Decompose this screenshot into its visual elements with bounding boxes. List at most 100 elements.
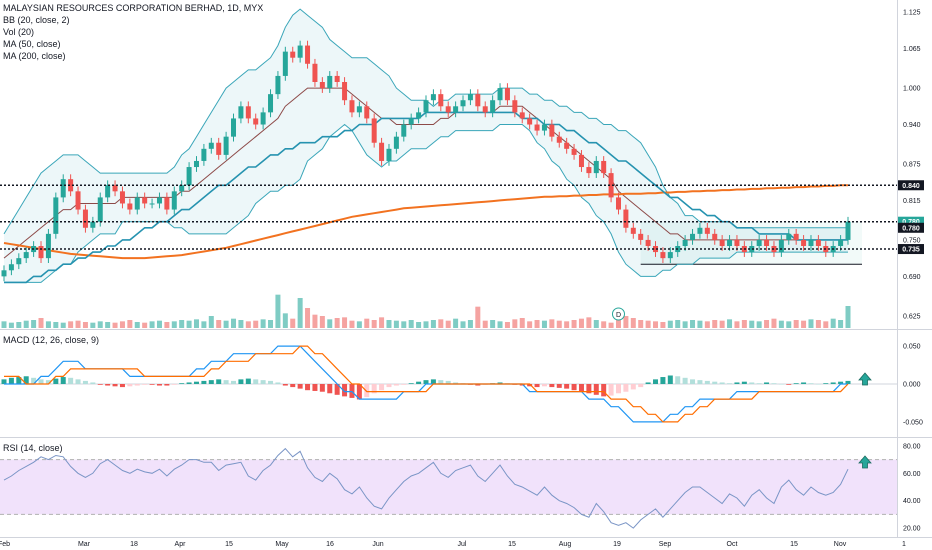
macd-histogram-bar	[105, 384, 111, 386]
macd-histogram-bar	[90, 382, 96, 384]
candle-body	[697, 227, 703, 234]
candle-body	[453, 106, 459, 113]
candle-body	[497, 88, 503, 101]
macd-histogram-bar	[667, 375, 673, 384]
candle-body	[216, 142, 222, 155]
candle-body	[16, 258, 22, 265]
macd-histogram-bar	[297, 384, 303, 389]
volume-bar	[801, 320, 807, 328]
volume-bar	[90, 322, 96, 328]
volume-bar	[60, 322, 66, 328]
volume-bar	[334, 318, 340, 328]
candle-body	[305, 45, 311, 64]
price-tick-label: 0.690	[903, 274, 921, 281]
candle-body	[801, 239, 807, 246]
volume-bar	[504, 322, 510, 328]
legend-ma200: MA (200, close)	[3, 51, 66, 61]
candle-body	[423, 100, 429, 113]
volume-bar	[512, 319, 518, 328]
candle-body	[186, 167, 192, 186]
candle-body	[238, 106, 244, 119]
time-tick-label: 1	[902, 541, 906, 548]
dividend-marker	[611, 307, 625, 321]
volume-bar	[393, 320, 399, 328]
candle-body	[364, 106, 370, 119]
candle-body	[682, 239, 688, 246]
macd-histogram-bar	[608, 384, 614, 396]
macd-histogram-bar	[645, 382, 651, 384]
volume-bar	[179, 320, 185, 328]
volume-bar	[527, 321, 533, 328]
macd-histogram-bar	[16, 377, 22, 384]
candle-body	[630, 227, 636, 234]
time-tick-label: 15	[790, 541, 798, 548]
volume-bar	[1, 321, 7, 328]
rsi-legend: RSI (14, close)	[3, 443, 63, 453]
macd-histogram-bar	[549, 384, 555, 388]
price-tick-label: 0.940	[903, 122, 921, 129]
volume-bar	[119, 321, 125, 328]
candle-body	[393, 136, 399, 149]
macd-up-arrow-icon	[858, 372, 872, 386]
candle-body	[667, 252, 673, 259]
macd-histogram-bar	[290, 384, 296, 388]
macd-tick-label: 0.000	[903, 382, 921, 389]
volume-bar	[697, 320, 703, 328]
macd-histogram-bar	[778, 384, 784, 385]
volume-bar	[608, 322, 614, 328]
macd-histogram-bar	[31, 377, 37, 384]
candle-body	[164, 197, 170, 210]
macd-histogram-bar	[830, 382, 836, 384]
rsi-up-arrow-icon	[858, 455, 872, 469]
volume-bar	[615, 318, 621, 328]
volume-bar	[186, 320, 192, 328]
time-tick-label: Aug	[559, 541, 572, 548]
macd-histogram-bar	[201, 380, 207, 384]
macd-histogram-bar	[793, 383, 799, 384]
volume-bar	[134, 322, 140, 328]
volume-bar	[245, 321, 251, 328]
candle-body	[438, 94, 444, 107]
candle-body	[1, 270, 7, 277]
macd-histogram-bar	[371, 384, 377, 394]
volume-bar	[727, 319, 733, 328]
price-tick-label: 1.065	[903, 46, 921, 53]
macd-histogram-bar	[393, 384, 399, 386]
volume-bar	[623, 316, 629, 328]
volume-bar	[386, 320, 392, 328]
candle-body	[793, 233, 799, 240]
volume-bar	[682, 321, 688, 328]
price-badge	[898, 244, 924, 255]
volume-bar	[156, 320, 162, 328]
macd-histogram-bar	[379, 384, 385, 391]
macd-histogram-bar	[216, 379, 222, 384]
macd-histogram-bar	[260, 380, 266, 384]
macd-histogram-bar	[653, 379, 659, 384]
candle-body	[149, 203, 155, 205]
macd-histogram-bar	[245, 378, 251, 384]
macd-histogram-bar	[749, 382, 755, 384]
signal-line	[4, 345, 849, 423]
time-tick-label: Apr	[175, 541, 187, 548]
price-badge	[898, 180, 924, 191]
macd-histogram-bar	[593, 384, 599, 395]
volume-bar	[38, 318, 44, 328]
volume-bar	[23, 320, 29, 328]
candle-body	[727, 239, 733, 246]
candle-body	[534, 124, 540, 131]
macd-histogram-bar	[623, 384, 629, 392]
candle-body	[349, 100, 355, 113]
macd-histogram-bar	[823, 383, 829, 384]
volume-bar	[68, 321, 74, 328]
time-tick-label: May	[275, 541, 289, 548]
volume-bar	[253, 320, 259, 328]
volume-bar	[142, 322, 148, 328]
candle-body	[268, 94, 274, 113]
macd-histogram-bar	[497, 382, 503, 384]
price-tick-label: 0.750	[903, 237, 921, 244]
candle-body	[208, 142, 214, 149]
candle-body	[223, 136, 229, 155]
macd-histogram-bar	[327, 384, 333, 394]
volume-bar	[786, 321, 792, 328]
